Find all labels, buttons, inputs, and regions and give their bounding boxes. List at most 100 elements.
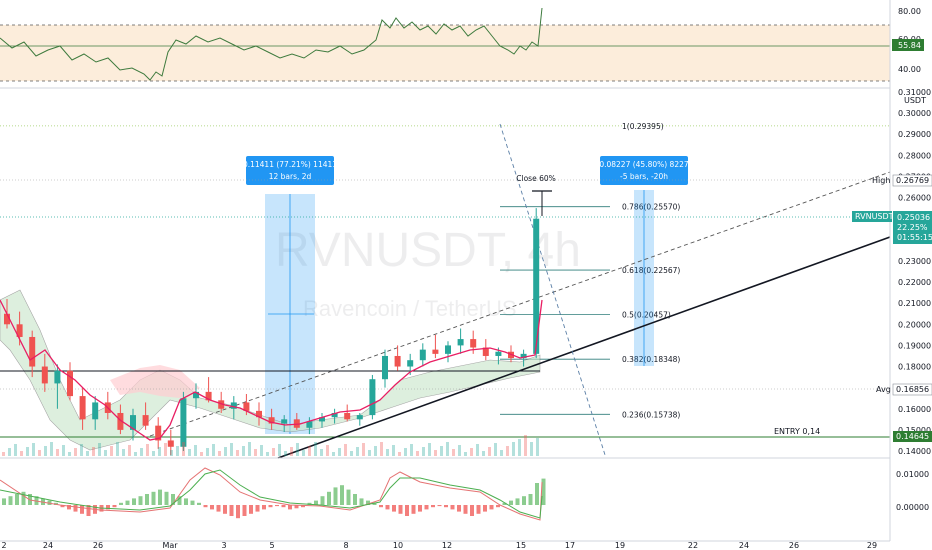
candle-body (331, 412, 338, 418)
macd-histogram-bar (73, 505, 78, 512)
macd-histogram-bar (268, 505, 273, 508)
candle-body (344, 412, 351, 420)
macd-histogram-bar (450, 505, 455, 510)
fib-level-label: 0.382(0.18348) (622, 355, 680, 364)
macd-histogram-bar (385, 505, 390, 510)
time-tick: 5 (269, 541, 274, 550)
volume-bar (272, 448, 275, 456)
macd-histogram-bar (424, 505, 429, 510)
entry-value: 0.14645 (896, 432, 929, 441)
candle-body (4, 313, 10, 325)
candle-body (41, 366, 48, 384)
macd-line (0, 467, 543, 521)
rsi-value-tag: 55.84 (898, 41, 921, 50)
candle-body (268, 417, 275, 424)
macd-histogram-bar (411, 505, 416, 514)
avg-label: Avg (876, 385, 891, 394)
bar-countdown: 01:55:15 (897, 233, 932, 242)
macd-histogram-bar (366, 500, 370, 505)
macd-histogram-bar (359, 498, 364, 505)
macd-histogram-bar (262, 505, 266, 510)
volume-bar (314, 442, 317, 456)
volume-bar (140, 448, 143, 456)
volume-bar (38, 450, 41, 456)
macd-histogram-bar (177, 496, 182, 505)
candle-body (230, 402, 237, 409)
macd-histogram-bar (2, 498, 6, 505)
macd-histogram-bar (437, 505, 442, 507)
rsi-pane (0, 7, 890, 82)
candle-body (117, 412, 124, 430)
volume-bar (494, 443, 497, 456)
entry-tag: ENTRY 0,14 0.14645 (774, 427, 932, 442)
candle-body (533, 218, 540, 354)
volume-bar (392, 445, 395, 456)
volume-bar (350, 451, 353, 456)
price-axis[interactable]: USDT 0.310000.300000.290000.280000.27000… (898, 88, 931, 456)
rsi-tick: 80.00 (898, 7, 921, 16)
time-tick: 10 (393, 541, 403, 550)
macd-histogram-bar (346, 489, 351, 505)
volume-bar (320, 449, 323, 456)
volume-bar (242, 446, 245, 456)
macd-histogram-bar (80, 505, 84, 514)
macd-histogram-bar (444, 505, 448, 508)
candle-body (319, 417, 325, 422)
macd-histogram-bar (483, 505, 487, 512)
volume-bar (44, 446, 47, 456)
symbol-tag: RVNUSDT (855, 212, 894, 221)
macd-histogram-bar (197, 502, 201, 505)
volume-bar (464, 452, 467, 456)
volume-bar (116, 442, 119, 456)
candle-body (356, 415, 363, 420)
volume-bar (20, 451, 23, 456)
macd-histogram-bar (398, 505, 403, 514)
volume-bar (212, 444, 215, 456)
macd-histogram-bar (8, 496, 13, 505)
trendline-support (277, 236, 891, 459)
price-tick: 0.28000 (898, 151, 931, 160)
fib-level-label: 0.618(0.22567) (622, 266, 680, 275)
candle-body (306, 421, 313, 428)
measure-right-line1: 0.08227 (45.80%) 8227 (599, 160, 689, 169)
candle-body (92, 402, 99, 420)
volume-bar (266, 452, 269, 456)
macd-histogram-bar (528, 494, 533, 505)
macd-histogram-bar (132, 498, 136, 505)
volume-bar (452, 449, 455, 456)
volume-bar (482, 451, 485, 456)
macd-histogram-bar (489, 505, 494, 510)
candle-body (369, 379, 376, 416)
volume-bar (524, 435, 527, 456)
price-tick: 0.22000 (898, 278, 931, 287)
time-tick: 3 (221, 541, 226, 550)
macd-histogram-bar (203, 505, 208, 508)
macd-histogram-bar (236, 505, 240, 519)
macd-histogram-bar (301, 505, 305, 508)
price-tick: 0.14000 (898, 447, 931, 456)
volume-bar (302, 450, 305, 456)
price-tick: 0.23000 (898, 257, 931, 266)
fib-level-label: 1(0.29395) (622, 122, 664, 131)
price-tick: 0.16000 (898, 405, 931, 414)
candle-body (445, 345, 451, 354)
time-tick: 2 (1, 541, 6, 550)
candle-body (193, 391, 199, 399)
fib-diagonal (499, 123, 607, 459)
candle-body (218, 400, 225, 409)
macd-histogram-bar (138, 496, 143, 505)
time-axis[interactable]: 2 24 26 Mar 3 5 8 10 12 15 17 19 22 24 26 29 (1, 541, 877, 550)
price-tick: 0.21000 (898, 299, 931, 308)
macd-histogram-bar (522, 496, 526, 505)
price-tick: 0.29000 (898, 130, 931, 139)
macd-histogram-bar (372, 502, 377, 505)
avg-value: 0.16856 (896, 385, 929, 394)
volume-bar (410, 444, 413, 456)
candle-body (419, 349, 426, 361)
current-price: 0.25036 (897, 213, 930, 222)
candle-body (281, 419, 288, 424)
macd-histogram-bar (353, 494, 357, 505)
macd-histogram-bar (294, 505, 299, 509)
price-tick: 0.30000 (898, 109, 931, 118)
